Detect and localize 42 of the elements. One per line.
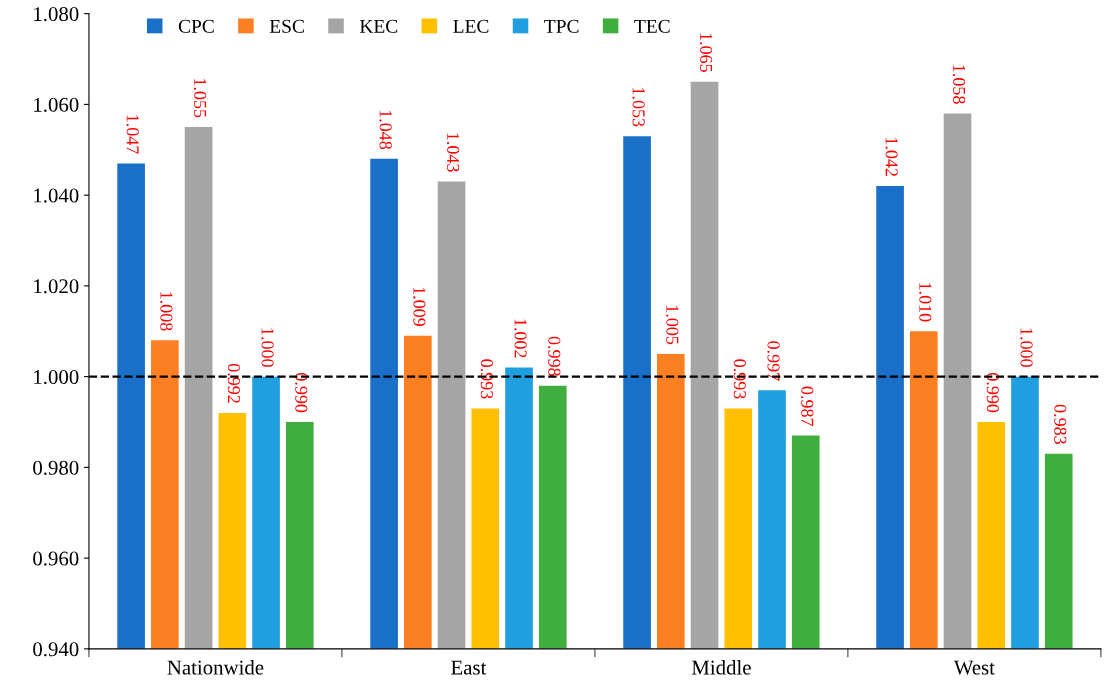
legend-label: TPC — [544, 19, 579, 33]
legend-label: ESC — [269, 19, 304, 33]
data-label: 1.055 — [193, 78, 207, 118]
data-label: 1.000 — [261, 328, 274, 367]
data-label: 1.048 — [379, 110, 392, 150]
data-label: 0.997 — [767, 341, 780, 381]
y-tick-label: 0.940 — [33, 642, 79, 657]
y-tick-label: 0.960 — [33, 551, 79, 566]
data-label: 0.983 — [1054, 404, 1067, 444]
legend-label: LEC — [453, 19, 489, 33]
data-label: 1.065 — [699, 33, 713, 72]
data-label: 1.042 — [885, 137, 898, 176]
y-tick-label: 1.080 — [34, 7, 79, 22]
legend-label: KEC — [359, 19, 398, 33]
y-tick-label: 1.060 — [34, 97, 79, 112]
data-label: 0.990 — [986, 372, 999, 413]
data-label: 1.010 — [919, 283, 932, 322]
data-label: 0.987 — [801, 386, 814, 427]
data-label: 1.058 — [952, 65, 966, 104]
y-tick-label: 1.000 — [34, 370, 79, 385]
data-label: 0.998 — [548, 336, 561, 376]
x-tick-label: East — [451, 660, 487, 675]
y-tick-label: 0.980 — [33, 460, 79, 475]
data-label: 1.002 — [514, 319, 527, 358]
y-tick-label: 1.020 — [34, 279, 79, 294]
legend-label: CPC — [178, 19, 214, 33]
data-label: 1.008 — [160, 292, 173, 331]
x-tick-label: Middle — [691, 659, 751, 675]
data-label: 0.993 — [733, 359, 746, 399]
x-tick-label: Nationwide — [167, 659, 264, 675]
data-label: 1.053 — [632, 88, 645, 127]
data-label: 1.009 — [413, 287, 426, 326]
x-tick-label: West — [953, 660, 995, 675]
data-label: 1.005 — [666, 305, 679, 345]
legend-label: TEC — [634, 19, 670, 33]
y-tick-label: 1.040 — [34, 188, 79, 203]
data-label: 1.000 — [1020, 328, 1033, 367]
data-label: 0.993 — [480, 359, 493, 399]
data-label: 1.047 — [126, 115, 139, 154]
data-label: 1.043 — [446, 133, 460, 172]
data-label: 0.992 — [227, 363, 240, 403]
data-label: 0.990 — [295, 372, 308, 413]
